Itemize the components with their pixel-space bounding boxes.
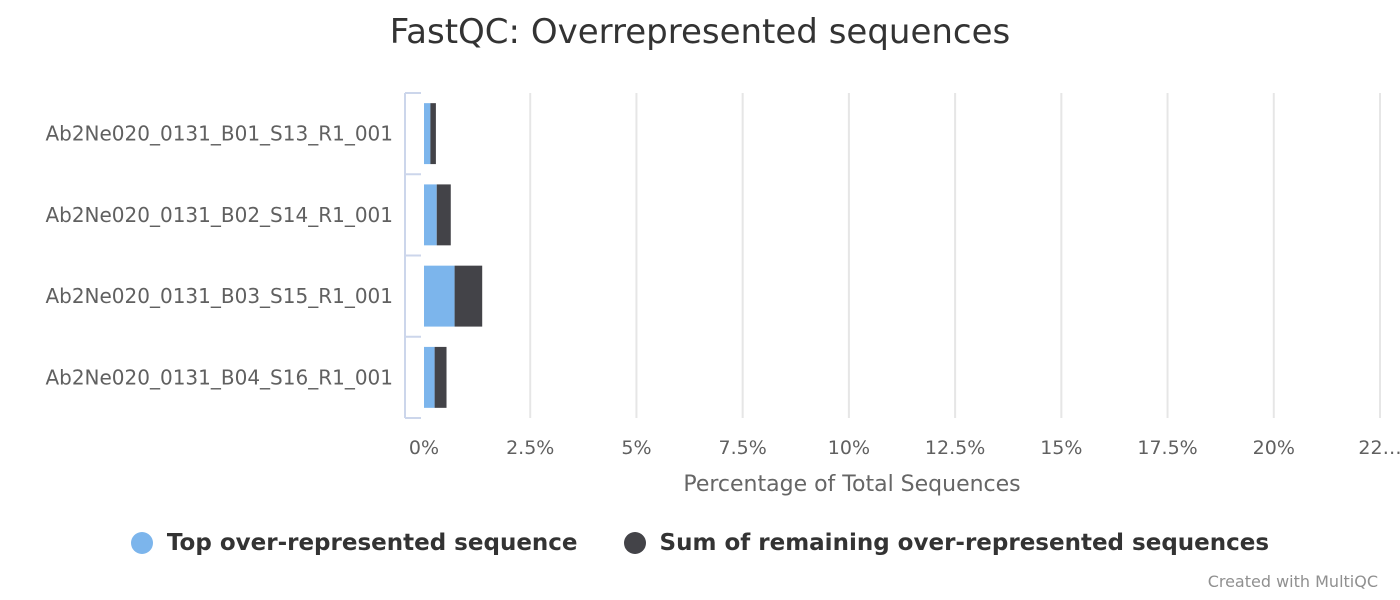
x-axis-title: Percentage of Total Sequences bbox=[683, 472, 1020, 497]
category-label: Ab2Ne020_0131_B04_S16_R1_001 bbox=[45, 365, 393, 389]
bar-top-sequence[interactable] bbox=[424, 184, 437, 246]
bar-remaining-sequences[interactable] bbox=[436, 184, 451, 246]
labels: 0% 2.5% 5% 7.5% 10% 12.5% 15% 17.5% 20% 22… Ab2Ne0… bbox=[45, 122, 1400, 497]
legend-label-top: Top over-represented sequence bbox=[166, 530, 578, 556]
x-tick-label: 5% bbox=[621, 437, 651, 459]
legend-marker-remaining bbox=[623, 532, 646, 554]
legend-item-remaining[interactable]: Sum of remaining over-represented sequen… bbox=[623, 530, 1270, 556]
category-label: Ab2Ne020_0131_B03_S15_R1_001 bbox=[45, 284, 393, 308]
legend-label-remaining: Sum of remaining over-represented sequen… bbox=[659, 530, 1270, 556]
grid-lines bbox=[529, 93, 1381, 418]
bar-top-sequence[interactable] bbox=[424, 103, 431, 165]
x-tick-label: 22… bbox=[1358, 437, 1400, 459]
x-tick-label: 2.5% bbox=[506, 437, 554, 459]
y-axis bbox=[404, 92, 421, 419]
legend-item-top[interactable]: Top over-represented sequence bbox=[130, 530, 578, 556]
legend-marker-top bbox=[130, 532, 153, 554]
x-tick-label: 20% bbox=[1253, 437, 1295, 459]
category-label: Ab2Ne020_0131_B01_S13_R1_001 bbox=[45, 122, 393, 146]
x-tick-label: 0% bbox=[409, 437, 439, 459]
category-label: Ab2Ne020_0131_B02_S14_R1_001 bbox=[45, 203, 393, 227]
x-tick-label: 15% bbox=[1040, 437, 1082, 459]
x-tick-label: 12.5% bbox=[925, 437, 985, 459]
credits-link[interactable]: Created with MultiQC bbox=[1207, 572, 1378, 591]
x-tick-label: 10% bbox=[828, 437, 870, 459]
bars bbox=[424, 103, 483, 408]
bar-top-sequence[interactable] bbox=[424, 265, 455, 327]
bar-remaining-sequences[interactable] bbox=[430, 103, 436, 165]
bar-remaining-sequences[interactable] bbox=[454, 265, 483, 327]
x-tick-label: 17.5% bbox=[1137, 437, 1197, 459]
bar-remaining-sequences[interactable] bbox=[434, 346, 447, 408]
chart-title: FastQC: Overrepresented sequences bbox=[389, 12, 1011, 52]
x-tick-label: 7.5% bbox=[719, 437, 767, 459]
bar-top-sequence[interactable] bbox=[424, 346, 435, 408]
legend: Top over-represented sequence Sum of rem… bbox=[0, 530, 1400, 556]
